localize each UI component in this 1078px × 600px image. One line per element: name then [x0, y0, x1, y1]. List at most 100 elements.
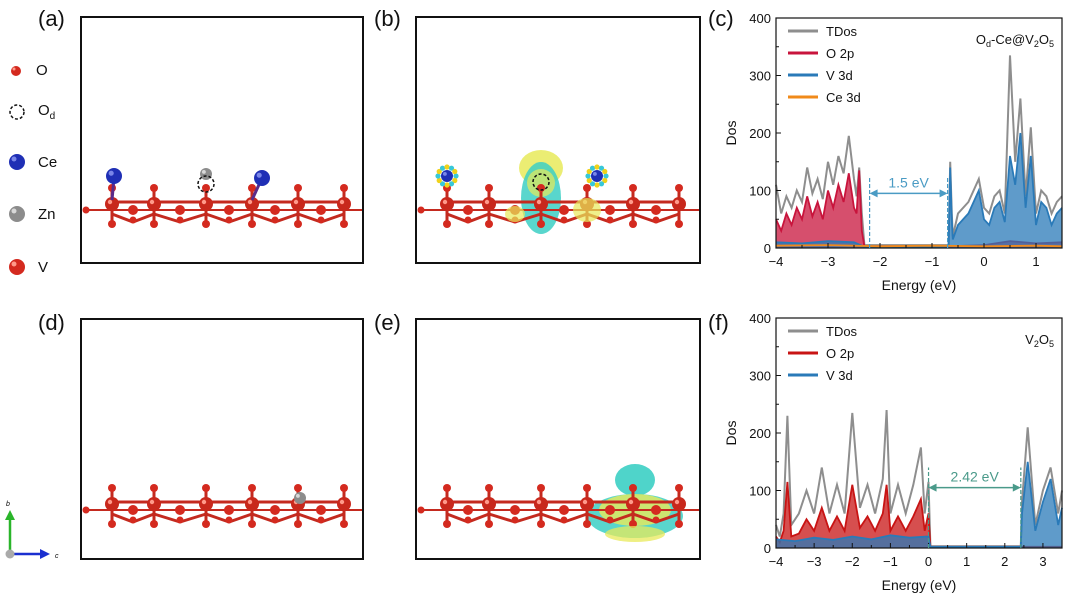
struct-e-o-atom [605, 505, 615, 515]
struct-a-bond [205, 212, 230, 224]
struct-b-v-atom [440, 197, 454, 211]
axis-triad: b c [5, 501, 59, 560]
struct-e-o-atom [485, 520, 493, 528]
series-fill-o-2p [776, 170, 1062, 248]
x-tick-label: −1 [925, 254, 940, 269]
struct-a-ce-atom-highlight [256, 172, 262, 178]
struct-d-zn-atom [294, 492, 306, 504]
structure-panel-b [415, 16, 701, 264]
struct-b-o-atom [583, 184, 591, 192]
panel-label-e: (e) [374, 310, 401, 335]
struct-a-o-atom [224, 205, 234, 215]
struct-d-o-atom [175, 505, 185, 515]
x-tick-label: −2 [873, 254, 888, 269]
struct-a-o-atom [176, 216, 184, 224]
struct-d-o-atom [317, 516, 325, 524]
struct-a-vacancy [197, 175, 215, 193]
struct-b-ce-atom-highlight [442, 171, 447, 176]
struct-b-charge-yellow [527, 169, 555, 197]
atom-legend-o-label: O [36, 62, 48, 79]
struct-b-o-atom [675, 184, 683, 192]
struct-a-o-atom [248, 220, 256, 228]
struct-d-o-atom [271, 516, 279, 524]
struct-b-charge-yellow [505, 206, 525, 222]
series-fill-v-3d [776, 461, 1062, 548]
struct-a-o-atom [150, 220, 158, 228]
struct-e-charge-cyan [615, 464, 655, 496]
structure-panel-a [80, 16, 364, 264]
atom-legend-ce-label: Ce [38, 153, 58, 171]
struct-e-bond [586, 512, 611, 524]
struct-a-bond [251, 212, 276, 224]
struct-e-v-highlight [674, 499, 680, 505]
struct-e-bond [446, 512, 469, 524]
struct-e-bond [632, 512, 657, 524]
struct-b-o-atom [485, 184, 493, 192]
structure-panel-e [415, 318, 701, 560]
atom-legend-od-label: O [38, 102, 50, 119]
struct-e-o-atom [583, 484, 591, 492]
struct-e-v-highlight [582, 499, 588, 505]
struct-b-o-atom [559, 205, 569, 215]
series-fill-v-3d [776, 133, 1062, 248]
struct-e-v-atom [482, 497, 496, 511]
struct-b-vacancy [532, 173, 550, 191]
atom-legend-v-label: V [38, 258, 49, 276]
y-tick-label: 100 [749, 184, 771, 199]
struct-e-v-highlight [536, 499, 542, 505]
struct-b-v-highlight [442, 199, 448, 205]
x-tick-label: 1 [963, 554, 970, 569]
struct-d-o-atom [225, 516, 233, 524]
atom-legend-od: Od [8, 102, 55, 122]
struct-b-o-atom [583, 220, 591, 228]
structure-b-svg [417, 150, 699, 234]
struct-d-bond [274, 512, 299, 524]
struct-d-o-atom [176, 516, 184, 524]
y-tick-label: 300 [749, 369, 771, 384]
x-tick-label: −4 [769, 554, 784, 569]
struct-b-ce-charge [594, 164, 600, 170]
struct-e-o-atom [463, 505, 473, 515]
struct-a-o-atom [340, 184, 348, 192]
struct-a-o-atom [294, 220, 302, 228]
x-tick-label: 0 [980, 254, 987, 269]
struct-a-o-atom [271, 216, 279, 224]
legend-label: O 2p [826, 346, 854, 361]
y-tick-label: 400 [749, 11, 771, 26]
y-tick-label: 100 [749, 484, 771, 499]
struct-d-v-atom [147, 497, 161, 511]
struct-b-o-atom [485, 220, 493, 228]
struct-a-v-highlight [107, 199, 113, 205]
struct-a-o-atom [175, 205, 185, 215]
struct-b-o-atom [606, 216, 614, 224]
legend-label: TDos [826, 324, 858, 339]
struct-e-o-atom [537, 520, 545, 528]
struct-b-v-highlight [628, 199, 634, 205]
struct-b-o-atom [537, 220, 545, 228]
struct-b-o-atom [652, 216, 660, 224]
vanadium-atom-icon [9, 259, 25, 275]
struct-b-ce-atom [591, 170, 603, 182]
struct-a-o-atom [82, 206, 90, 214]
c-axis-label: c [55, 553, 59, 560]
struct-b-ce-atom-highlight [592, 171, 597, 176]
struct-e-bond [609, 512, 634, 524]
struct-d-bond [320, 512, 345, 524]
struct-e-bond [563, 512, 588, 524]
struct-d-v-atom [199, 497, 213, 511]
struct-e-bond [488, 512, 516, 524]
struct-e-o-atom [606, 516, 614, 524]
y-tick-label: 0 [764, 541, 771, 556]
struct-b-o-atom [605, 205, 615, 215]
struct-b-o-atom [560, 216, 568, 224]
legend-label: Ce 3d [826, 90, 861, 105]
struct-a-o-atom [294, 184, 302, 192]
struct-b-v-highlight [484, 199, 490, 205]
struct-e-o-atom [629, 484, 637, 492]
struct-d-o-atom [248, 484, 256, 492]
gap-arrowhead-left [869, 189, 878, 198]
legend-label: V 3d [826, 368, 853, 383]
y-tick-label: 200 [749, 126, 771, 141]
struct-a-ce-atom-highlight [108, 170, 114, 176]
b-axis-label: b [6, 501, 10, 508]
